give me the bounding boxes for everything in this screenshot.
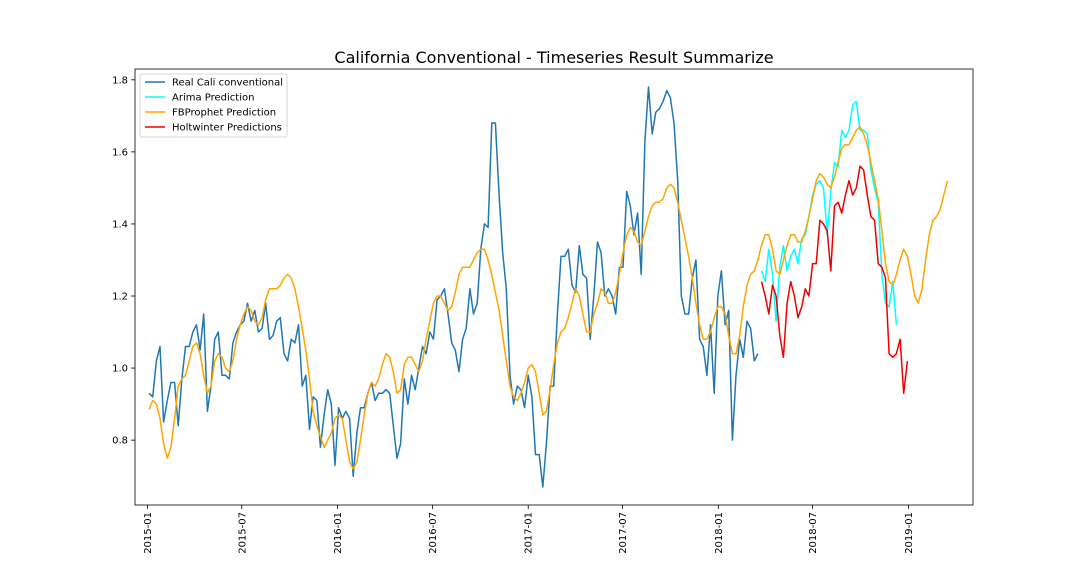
- legend-label-arima-prediction: Arima Prediction: [172, 93, 254, 104]
- x-tick-label: 2018-07: [808, 512, 819, 554]
- series-line-fbprophet-prediction: [148, 125, 949, 470]
- y-tick-label: 1.8: [112, 75, 128, 86]
- y-tick-label: 1.2: [112, 292, 128, 303]
- legend-label-fbprophet-prediction: FBProphet Prediction: [172, 108, 276, 119]
- x-tick-label: 2018-01: [714, 512, 725, 554]
- x-tick-label: 2017-01: [524, 512, 535, 554]
- x-tick-label: 2017-07: [618, 512, 629, 554]
- legend-box: [139, 73, 288, 138]
- legend-label-holtwinter-predictions: Holtwinter Predictions: [172, 123, 282, 134]
- x-tick-label: 2015-01: [143, 512, 154, 554]
- x-tick-label: 2015-07: [237, 512, 248, 554]
- x-tick-label: 2019-01: [904, 512, 915, 554]
- x-tick-label: 2016-07: [428, 512, 439, 554]
- y-axis: 0.8 1.0 1.2 1.4 1.6 1.8: [112, 75, 135, 447]
- y-tick-label: 0.8: [112, 436, 128, 447]
- y-tick-label: 1.0: [112, 364, 128, 375]
- series-lines: [148, 86, 949, 488]
- series-line-arima-prediction: [760, 100, 898, 325]
- chart-title: California Conventional - Timeseries Res…: [334, 48, 773, 67]
- series-line-holtwinter-predictions: [760, 165, 909, 395]
- y-tick-label: 1.6: [112, 147, 128, 158]
- y-tick-label: 1.4: [112, 219, 128, 230]
- legend-label-real-cali-conventional: Real Cali conventional: [172, 78, 283, 89]
- x-axis: 2015-01 2015-07 2016-01 2016-07 2017-01 2017-…: [143, 505, 915, 554]
- plot-area: [134, 68, 974, 506]
- legend: Real Cali conventional Arima Prediction FB…: [139, 73, 288, 138]
- x-tick-label: 2016-01: [333, 512, 344, 554]
- series-line-real-cali-conventional: [148, 86, 759, 488]
